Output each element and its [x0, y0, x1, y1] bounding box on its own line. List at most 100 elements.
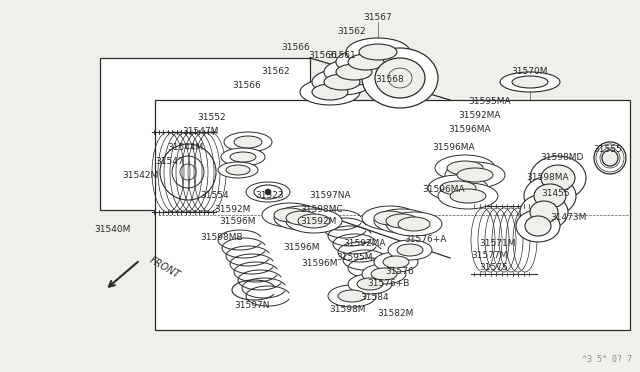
- Ellipse shape: [328, 285, 376, 307]
- Ellipse shape: [348, 54, 384, 70]
- Ellipse shape: [445, 162, 505, 188]
- Text: 31547M: 31547M: [182, 128, 218, 137]
- Ellipse shape: [435, 155, 495, 181]
- Text: 31566: 31566: [282, 44, 310, 52]
- Ellipse shape: [374, 252, 418, 272]
- Text: 31597N: 31597N: [234, 301, 269, 311]
- Ellipse shape: [286, 211, 318, 225]
- Text: 31473M: 31473M: [550, 214, 586, 222]
- Ellipse shape: [530, 201, 558, 223]
- Text: 31595MA: 31595MA: [468, 97, 511, 106]
- Ellipse shape: [234, 136, 262, 148]
- Text: 31544M: 31544M: [167, 144, 203, 153]
- Ellipse shape: [298, 214, 330, 228]
- Text: 31598MB: 31598MB: [201, 234, 243, 243]
- Ellipse shape: [457, 168, 493, 182]
- Ellipse shape: [274, 206, 330, 230]
- Ellipse shape: [274, 208, 306, 222]
- Text: 31592M: 31592M: [300, 218, 336, 227]
- Ellipse shape: [362, 48, 438, 108]
- Text: 31595M: 31595M: [337, 253, 373, 263]
- Text: 31523: 31523: [256, 190, 284, 199]
- Text: 31598MD: 31598MD: [540, 154, 584, 163]
- Text: 31547: 31547: [156, 157, 184, 167]
- Text: 31576+B: 31576+B: [367, 279, 409, 289]
- Text: 31592MA: 31592MA: [344, 240, 387, 248]
- Ellipse shape: [371, 268, 397, 280]
- Text: 31584: 31584: [361, 294, 389, 302]
- Bar: [100, 58, 310, 210]
- Text: 31568: 31568: [376, 76, 404, 84]
- Ellipse shape: [534, 184, 566, 208]
- Text: 31575: 31575: [479, 263, 508, 273]
- Ellipse shape: [226, 165, 250, 175]
- Ellipse shape: [386, 212, 442, 236]
- Ellipse shape: [386, 214, 418, 228]
- Text: 31552: 31552: [198, 113, 227, 122]
- Text: 31540M: 31540M: [94, 225, 130, 234]
- Ellipse shape: [440, 181, 476, 195]
- Ellipse shape: [357, 278, 383, 290]
- Ellipse shape: [398, 217, 430, 231]
- Text: 31570M: 31570M: [512, 67, 548, 77]
- Ellipse shape: [265, 189, 271, 195]
- Ellipse shape: [312, 69, 372, 95]
- Text: 31576+A: 31576+A: [404, 235, 446, 244]
- Text: 31554: 31554: [201, 190, 229, 199]
- Text: 31561: 31561: [328, 51, 356, 61]
- Ellipse shape: [438, 183, 498, 209]
- Ellipse shape: [530, 156, 586, 200]
- Text: 31596MA: 31596MA: [422, 186, 465, 195]
- Ellipse shape: [338, 290, 366, 302]
- Ellipse shape: [374, 211, 406, 225]
- Ellipse shape: [362, 264, 406, 284]
- Ellipse shape: [397, 244, 423, 256]
- Ellipse shape: [286, 209, 342, 233]
- Text: 31577M: 31577M: [472, 251, 508, 260]
- Ellipse shape: [300, 79, 360, 105]
- Text: FRONT: FRONT: [148, 255, 182, 280]
- Text: 31592M: 31592M: [214, 205, 250, 215]
- Ellipse shape: [336, 64, 372, 80]
- Text: 31571M: 31571M: [480, 240, 516, 248]
- Ellipse shape: [450, 189, 486, 203]
- Text: 31566: 31566: [232, 81, 261, 90]
- Ellipse shape: [375, 58, 425, 98]
- Ellipse shape: [383, 256, 409, 268]
- Ellipse shape: [362, 206, 418, 230]
- Text: 31596MA: 31596MA: [433, 144, 476, 153]
- Ellipse shape: [512, 76, 548, 88]
- Text: 31567: 31567: [364, 13, 392, 22]
- Ellipse shape: [324, 74, 360, 90]
- Ellipse shape: [359, 44, 397, 60]
- Text: 31592MA: 31592MA: [459, 112, 501, 121]
- Ellipse shape: [336, 49, 396, 75]
- Ellipse shape: [524, 176, 576, 216]
- Text: 31566: 31566: [308, 51, 337, 61]
- Ellipse shape: [346, 38, 410, 66]
- Text: 31562: 31562: [262, 67, 291, 77]
- Ellipse shape: [500, 72, 560, 92]
- Text: 31555: 31555: [594, 145, 622, 154]
- Ellipse shape: [516, 210, 560, 242]
- Text: 31542M: 31542M: [122, 171, 158, 180]
- Ellipse shape: [541, 165, 575, 191]
- Ellipse shape: [602, 150, 618, 166]
- Text: 31598M: 31598M: [330, 305, 366, 314]
- Text: 31596MA: 31596MA: [449, 125, 492, 135]
- Ellipse shape: [594, 142, 626, 174]
- Text: 31597NA: 31597NA: [309, 192, 351, 201]
- Text: 31598MC: 31598MC: [301, 205, 344, 215]
- Ellipse shape: [230, 152, 256, 162]
- Ellipse shape: [428, 175, 488, 201]
- Text: 31582M: 31582M: [377, 310, 413, 318]
- Text: 31596M: 31596M: [301, 260, 339, 269]
- Ellipse shape: [447, 161, 483, 175]
- Ellipse shape: [218, 162, 258, 178]
- Ellipse shape: [525, 216, 551, 236]
- Text: 31576: 31576: [386, 267, 414, 276]
- Text: 31596M: 31596M: [284, 244, 320, 253]
- Bar: [155, 100, 630, 330]
- Text: 31455: 31455: [541, 189, 570, 199]
- Ellipse shape: [388, 240, 432, 260]
